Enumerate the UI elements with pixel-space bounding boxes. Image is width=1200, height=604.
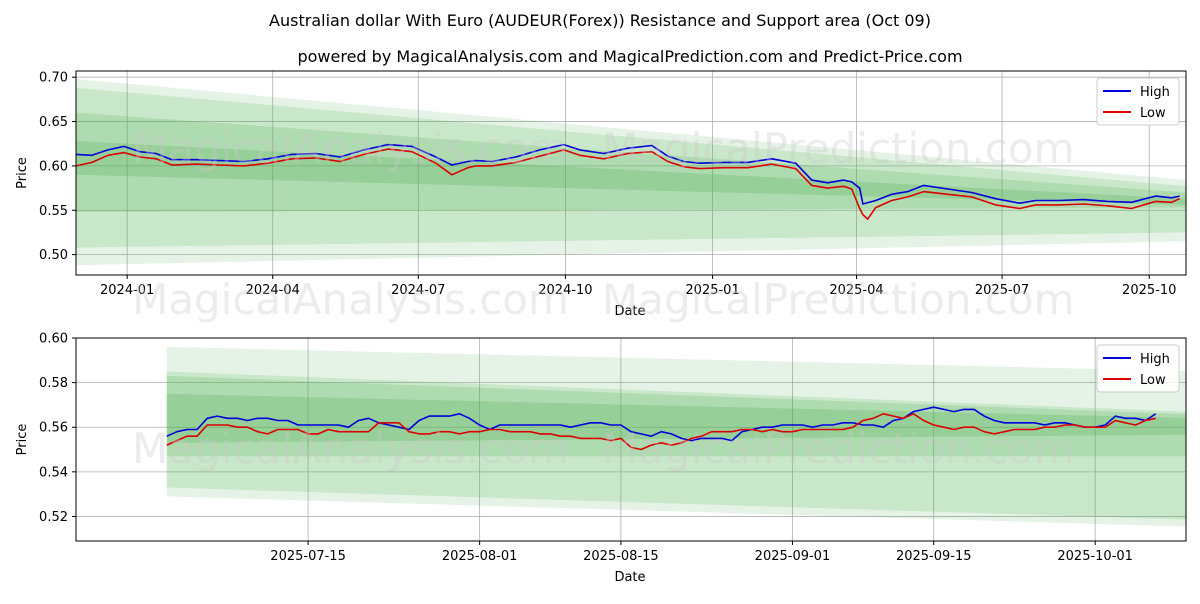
watermark-layer: MagicalAnalysis.com MagicalPrediction.co… [132,124,1075,473]
bottom-x-tick-label: 2025-07-15 [270,549,346,564]
top-x-tick-label: 2025-07 [975,283,1029,298]
top-y-tick-label: 0.50 [39,248,68,263]
top-low-line [76,148,1180,220]
top-x-tick-label: 2025-10 [1122,283,1176,298]
bottom-x-axis-label: Date [614,570,645,585]
bottom-legend-label-low: Low [1140,373,1166,388]
watermark-analysis-mid: MagicalAnalysis.com [132,275,569,324]
top-x-tick-label: 2024-07 [391,283,445,298]
top-x-tick-label: 2025-04 [829,283,883,298]
watermark-analysis-bottom: MagicalAnalysis.com [132,424,569,473]
top-x-tick-label: 2025-01 [685,283,739,298]
bottom-legend: High Low [1096,344,1180,393]
bottom-y-axis-label: Price [15,424,30,456]
top-x-axis-label: Date [614,304,645,319]
bottom-y-tick-label: 0.58 [39,376,68,391]
bottom-x-tick-label: 2025-09-15 [896,549,972,564]
watermark-analysis-top: MagicalAnalysis.com [132,124,569,173]
bottom-y-tick-label: 0.54 [39,465,68,480]
top-legend-box [1096,77,1180,126]
top-y-axis-label: Price [15,157,30,189]
bottom-high-line [166,406,1157,442]
bottom-band-3 [166,375,1186,457]
top-band-1 [76,78,1186,266]
bottom-y-tick-label: 0.56 [39,421,68,436]
chart-subtitle: powered by MagicalAnalysis.com and Magic… [297,47,962,66]
bottom-x-tick-label: 2025-10-01 [1057,549,1133,564]
watermark-prediction-top: MagicalPrediction.com [602,124,1075,173]
top-y-tick-label: 0.55 [39,204,68,219]
top-y-tick-label: 0.65 [39,115,68,130]
bottom-low-line [166,413,1156,451]
bottom-y-tick-label: 0.60 [39,332,68,347]
bottom-x-tick-label: 2025-08-15 [583,549,659,564]
top-plot-frame [75,70,1187,276]
top-legend-label-low: Low [1140,106,1166,121]
bottom-chart-panel: 2025-07-15 2025-08-01 2025-08-15 2025-09-01… [15,332,1187,585]
watermark-prediction-mid: MagicalPrediction.com [602,275,1075,324]
bottom-band-4 [166,393,1186,443]
top-x-tick-label: 2024-01 [100,283,154,298]
bottom-legend-label-high: High [1140,352,1170,367]
bottom-y-tick-label: 0.52 [39,510,68,525]
top-y-tick-label: 0.60 [39,159,68,174]
top-high-line [76,143,1180,205]
bottom-x-tick-label: 2025-08-01 [442,549,518,564]
top-x-tick-label: 2024-10 [538,283,592,298]
watermark-prediction-bottom: MagicalPrediction.com [602,424,1075,473]
top-band-2 [76,87,1186,248]
bottom-x-tick-label: 2025-09-01 [755,549,831,564]
bottom-legend-box [1096,344,1180,393]
top-y-tick-label: 0.70 [39,71,68,86]
top-band-3 [76,112,1186,213]
top-legend-label-high: High [1140,85,1170,100]
top-chart-panel: 2024-01 2024-04 2024-07 2024-10 2025-01 2025-… [15,70,1187,319]
bottom-plot-frame [75,337,1187,542]
chart-title: Australian dollar With Euro (AUDEUR(Fore… [269,11,931,30]
top-x-tick-label: 2024-04 [246,283,300,298]
top-legend: High Low [1096,77,1180,126]
